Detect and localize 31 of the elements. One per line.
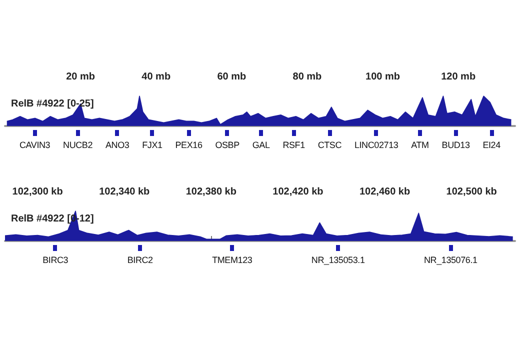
x-tick-label: 102,420 kb [272,186,324,198]
x-tick-label: 60 mb [217,72,246,82]
text: FJX1 [142,140,162,150]
text: BIRC3 [42,255,68,265]
x-tick-label: 20 mb [66,72,96,82]
x-tick-label: 100 mb [366,72,400,82]
text: TMEM123 [212,255,252,265]
x-tick-label: 102,500 kb [446,186,497,198]
text: ANO3 [105,140,130,150]
x-tick-label: 102,300 kb [12,186,63,198]
text: CTSC [318,140,342,150]
text: RSF1 [282,140,305,150]
x-tick-label: 80 mb [292,72,322,82]
text: ATM [411,140,429,150]
x-tick-label: 102,340 kb [99,186,150,198]
text: BIRC2 [127,255,153,265]
text: GAL [252,140,270,150]
x-tick-label: 40 mb [142,72,171,82]
chart-title: RelB #4922 [0-25] [11,98,94,110]
text: PEX16 [175,140,202,150]
x-tick-label: 102,460 kb [359,186,410,198]
x-tick-label: 120 mb [441,72,476,82]
x-tick-label: 102,380 kb [186,186,236,198]
text: BUD13 [442,140,470,150]
text: CAVIN3 [19,140,50,150]
text: OSBP [215,140,240,150]
text: NR_135053.1 [311,255,365,265]
text: NUCB2 [63,140,93,150]
text: EI24 [482,140,500,150]
text: LINC02713 [354,140,398,150]
text: NR_135076.1 [424,255,478,265]
